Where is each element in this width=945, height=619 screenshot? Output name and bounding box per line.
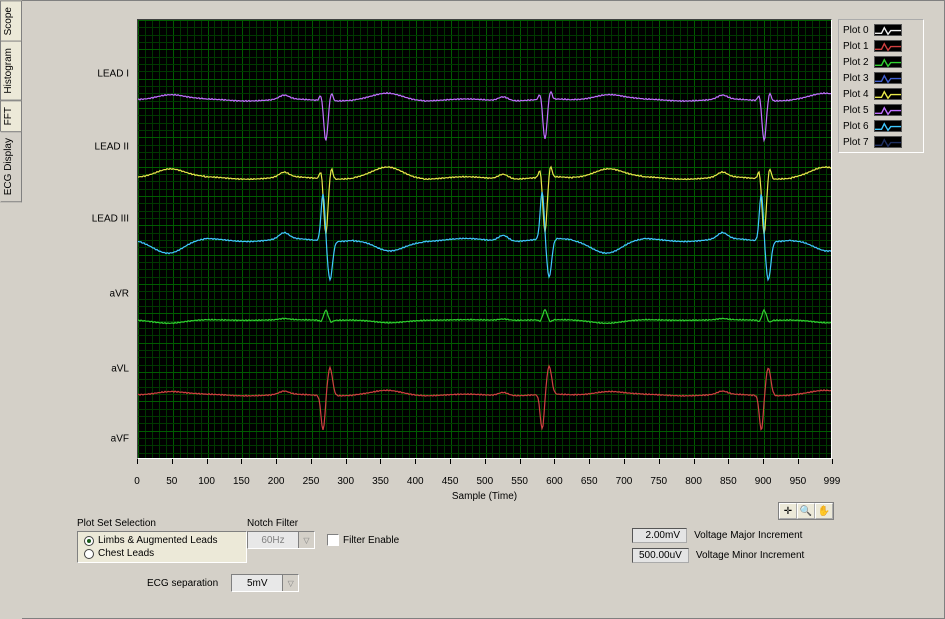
legend-item[interactable]: Plot 3 (841, 70, 921, 86)
filter-enable-checkbox[interactable]: Filter Enable (327, 534, 399, 546)
legend-swatch (874, 88, 902, 100)
legend-label: Plot 7 (843, 137, 869, 148)
x-tick-label: 900 (755, 476, 772, 487)
x-tick-label: 200 (268, 476, 285, 487)
y-axis-labels: LEAD I LEAD II LEAD III aVR aVL aVF (72, 19, 137, 459)
legend-item[interactable]: Plot 7 (841, 134, 921, 150)
legend-label: Plot 3 (843, 73, 869, 84)
x-tick-label: 700 (616, 476, 633, 487)
legend-swatch (874, 56, 902, 68)
legend-label: Plot 1 (843, 41, 869, 52)
voltage-minor-group: 500.00uV Voltage Minor Increment (632, 548, 804, 563)
x-tick-label: 650 (581, 476, 598, 487)
plot-area[interactable] (137, 19, 832, 459)
plot-set-radio[interactable]: Limbs & Augmented Leads (84, 534, 240, 547)
ecg-sep-label: ECG separation (147, 578, 218, 589)
voltage-minor-field[interactable]: 500.00uV (632, 548, 689, 563)
notch-label: Notch Filter (247, 518, 399, 529)
chart-toolbar: ✛ 🔍 ✋ (778, 502, 834, 520)
x-tick-label: 400 (407, 476, 424, 487)
pan-tool-button[interactable]: ✋ (815, 503, 833, 519)
y-label: aVR (110, 289, 129, 300)
plot-set-label: Plot Set Selection (77, 518, 247, 529)
legend-swatch (874, 120, 902, 132)
notch-filter-group: Notch Filter 60Hz ▽ Filter Enable (247, 518, 399, 549)
tab-ecg-display[interactable]: ECG Display (0, 131, 22, 202)
legend-item[interactable]: Plot 4 (841, 86, 921, 102)
x-axis: 0 50 100 150 200 250 300 350 400 450 500 550 600 650 7… (137, 476, 832, 490)
radio-icon (84, 536, 94, 546)
legend-item[interactable]: Plot 2 (841, 54, 921, 70)
legend-swatch (874, 24, 902, 36)
y-label: LEAD I (97, 69, 129, 80)
x-tick-label: 0 (134, 476, 140, 487)
y-label: aVL (111, 364, 129, 375)
plot-legend[interactable]: Plot 0 Plot 1 Plot 2 Plot 3 Plot 4 Plot 5 Plot… (838, 19, 924, 153)
legend-item[interactable]: Plot 1 (841, 38, 921, 54)
legend-label: Plot 2 (843, 57, 869, 68)
legend-swatch (874, 40, 902, 52)
y-label: LEAD II (95, 142, 129, 153)
x-tick-label: 750 (650, 476, 667, 487)
zoom-tool-button[interactable]: 🔍 (797, 503, 815, 519)
y-label: LEAD III (92, 214, 129, 225)
chevron-down-icon: ▽ (282, 575, 298, 591)
x-tick-label: 50 (166, 476, 177, 487)
legend-swatch (874, 136, 902, 148)
ecg-separation-group: ECG separation 5mV ▽ (147, 574, 299, 592)
voltage-major-group: 2.00mV Voltage Major Increment (632, 528, 802, 543)
radio-icon (84, 549, 94, 559)
legend-swatch (874, 104, 902, 116)
x-tick-label: 500 (477, 476, 494, 487)
tab-histogram[interactable]: Histogram (0, 41, 22, 101)
legend-item[interactable]: Plot 6 (841, 118, 921, 134)
voltage-major-field[interactable]: 2.00mV (632, 528, 687, 543)
tab-scope[interactable]: Scope (0, 0, 22, 42)
legend-label: Plot 4 (843, 89, 869, 100)
chevron-down-icon: ▽ (298, 532, 314, 548)
side-tab-strip: ScopeHistogramFFTECG Display (0, 0, 22, 202)
crosshair-tool-button[interactable]: ✛ (779, 503, 797, 519)
plot-set-group: Plot Set Selection Limbs & Augmented Lea… (77, 518, 247, 563)
voltage-major-label: Voltage Major Increment (694, 530, 802, 541)
tab-fft[interactable]: FFT (0, 100, 22, 132)
x-tick-label: 850 (720, 476, 737, 487)
x-tick-label: 450 (442, 476, 459, 487)
legend-item[interactable]: Plot 0 (841, 22, 921, 38)
x-tick-label: 800 (685, 476, 702, 487)
legend-item[interactable]: Plot 5 (841, 102, 921, 118)
voltage-minor-label: Voltage Minor Increment (696, 550, 804, 561)
legend-label: Plot 6 (843, 121, 869, 132)
main-panel: LEAD I LEAD II LEAD III aVR aVL aVF 0 50 100 150… (22, 0, 945, 619)
x-tick-label: 250 (303, 476, 320, 487)
x-tick-label: 100 (198, 476, 215, 487)
legend-swatch (874, 72, 902, 84)
ecg-sep-dropdown[interactable]: 5mV ▽ (231, 574, 299, 592)
x-tick-label: 150 (233, 476, 250, 487)
legend-label: Plot 5 (843, 105, 869, 116)
x-tick-label: 600 (546, 476, 563, 487)
ecg-chart: LEAD I LEAD II LEAD III aVR aVL aVF 0 50 100 150… (72, 19, 832, 502)
x-tick-label: 300 (337, 476, 354, 487)
notch-freq-dropdown[interactable]: 60Hz ▽ (247, 531, 315, 549)
x-tick-label: 550 (511, 476, 528, 487)
x-tick-label: 350 (372, 476, 389, 487)
y-label: aVF (111, 434, 129, 445)
plot-set-radio[interactable]: Chest Leads (84, 547, 240, 560)
x-axis-title: Sample (Time) (137, 491, 832, 502)
x-tick-label: 999 (824, 476, 841, 487)
legend-label: Plot 0 (843, 25, 869, 36)
x-tick-label: 950 (790, 476, 807, 487)
